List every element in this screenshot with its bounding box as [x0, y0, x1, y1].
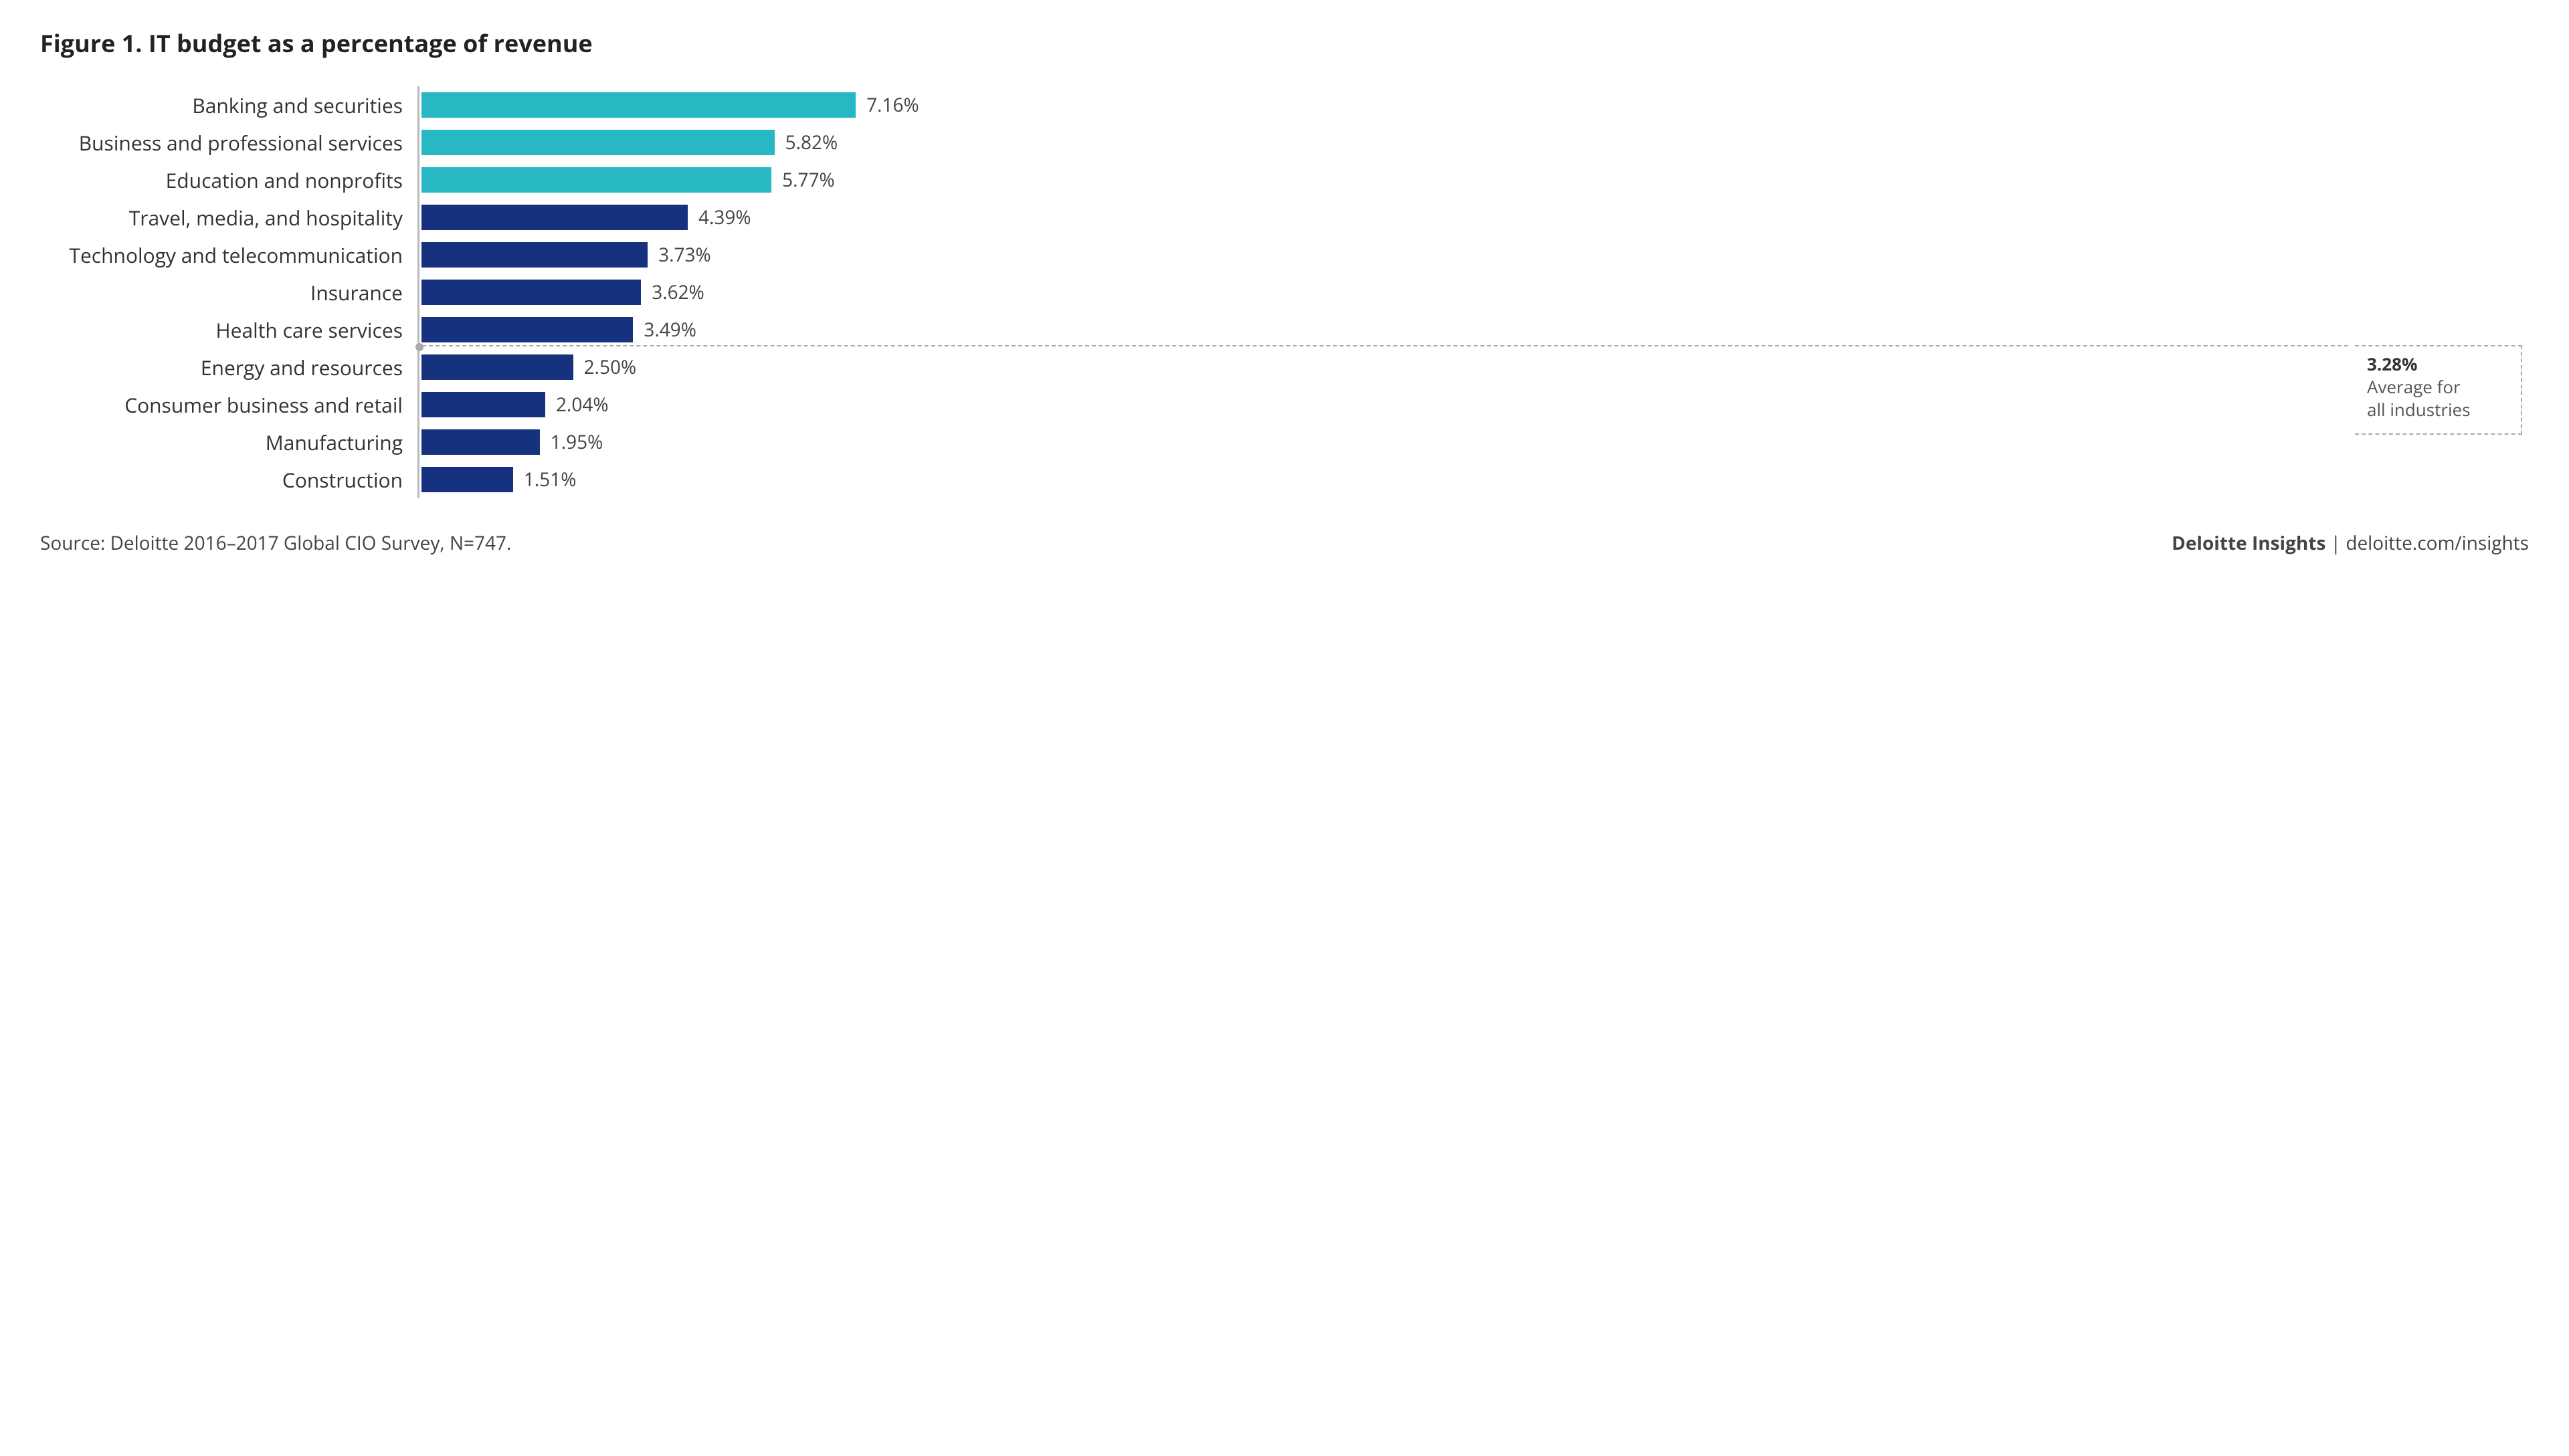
value-label: 2.04% — [556, 392, 609, 417]
category-label: Insurance — [40, 279, 415, 306]
axis-segment — [415, 461, 421, 498]
chart-row: Construction 1.51% — [40, 461, 2348, 498]
bar — [421, 280, 641, 305]
bar — [421, 467, 513, 492]
callout-anchor-dot — [415, 343, 423, 351]
bar — [421, 130, 775, 155]
category-label: Manufacturing — [40, 429, 415, 456]
category-label: Education and nonprofits — [40, 167, 415, 194]
bar-cell: 3.73% — [421, 236, 2348, 274]
value-label: 5.82% — [785, 130, 838, 155]
value-label: 4.39% — [698, 205, 751, 230]
source-text: Source: Deloitte 2016–2017 Global CIO Su… — [40, 530, 511, 556]
category-label: Energy and resources — [40, 354, 415, 381]
bar-cell: 3.62% — [421, 274, 2348, 311]
brand-name: Deloitte Insights — [2172, 530, 2325, 556]
callout-leader-line — [422, 345, 2348, 346]
bar-cell: 5.82% — [421, 124, 2348, 161]
axis-segment — [415, 236, 421, 274]
bar-cell: 3.49% — [421, 311, 2348, 348]
chart-row: Travel, media, and hospitality 4.39% — [40, 199, 2348, 236]
bar — [421, 392, 545, 417]
bar-cell: 4.39% — [421, 199, 2348, 236]
bar — [421, 205, 688, 230]
bar-cell: 2.50% — [421, 348, 2348, 386]
category-label: Business and professional services — [40, 129, 415, 157]
value-label: 7.16% — [866, 92, 919, 118]
attribution: Deloitte Insights | deloitte.com/insight… — [2172, 530, 2529, 556]
axis-segment — [415, 124, 421, 161]
axis-segment — [415, 386, 421, 423]
bar — [421, 92, 856, 118]
value-label: 2.50% — [584, 354, 637, 380]
axis-segment — [415, 199, 421, 236]
callout-value: 3.28% — [2367, 353, 2513, 376]
chart-footer: Source: Deloitte 2016–2017 Global CIO Su… — [40, 530, 2529, 556]
chart-rows: Banking and securities 7.16% Business and … — [40, 86, 2348, 498]
category-label: Construction — [40, 466, 415, 494]
chart-row: Technology and telecommunication 3.73% — [40, 236, 2348, 274]
chart-row: Business and professional services 5.82% — [40, 124, 2348, 161]
category-label: Consumer business and retail — [40, 391, 415, 419]
category-label: Banking and securities — [40, 92, 415, 119]
chart-row: Consumer business and retail 2.04% — [40, 386, 2348, 423]
brand-link: deloitte.com/insights — [2346, 530, 2529, 556]
bar-cell: 1.51% — [421, 461, 2348, 498]
value-label: 3.62% — [652, 280, 704, 305]
separator: | — [2325, 530, 2346, 556]
chart-title: Figure 1. IT budget as a percentage of r… — [40, 27, 2529, 60]
bar-cell: 7.16% — [421, 86, 2348, 124]
chart-row: Manufacturing 1.95% — [40, 423, 2348, 461]
axis-segment — [415, 86, 421, 124]
chart-row: Insurance 3.62% — [40, 274, 2348, 311]
value-label: 1.95% — [551, 429, 603, 455]
bar — [421, 354, 573, 380]
value-label: 5.77% — [782, 167, 835, 193]
callout-text-line: Average for — [2367, 376, 2513, 399]
chart-row: Banking and securities 7.16% — [40, 86, 2348, 124]
axis-segment — [415, 348, 421, 386]
callout-text-line: all industries — [2367, 399, 2513, 421]
chart-area: Banking and securities 7.16% Business and … — [40, 86, 2529, 498]
value-label: 3.73% — [658, 242, 711, 268]
chart-row: Energy and resources 2.50% — [40, 348, 2348, 386]
value-label: 1.51% — [524, 467, 577, 492]
bar — [421, 242, 648, 268]
bar-cell: 5.77% — [421, 161, 2348, 199]
axis-segment — [415, 161, 421, 199]
category-label: Technology and telecommunication — [40, 241, 415, 269]
chart-row: Health care services 3.49% — [40, 311, 2348, 348]
axis-segment — [415, 274, 421, 311]
bar — [421, 167, 771, 193]
bar — [421, 317, 633, 342]
average-callout: 3.28%Average forall industries — [2355, 345, 2522, 435]
value-label: 3.49% — [644, 317, 696, 342]
chart-row: Education and nonprofits 5.77% — [40, 161, 2348, 199]
bar-cell: 2.04% — [421, 386, 2348, 423]
bar — [421, 429, 540, 455]
category-label: Travel, media, and hospitality — [40, 204, 415, 231]
bar-cell: 1.95% — [421, 423, 2348, 461]
axis-segment — [415, 423, 421, 461]
category-label: Health care services — [40, 316, 415, 344]
callout-column: 3.28%Average forall industries — [2355, 86, 2529, 498]
